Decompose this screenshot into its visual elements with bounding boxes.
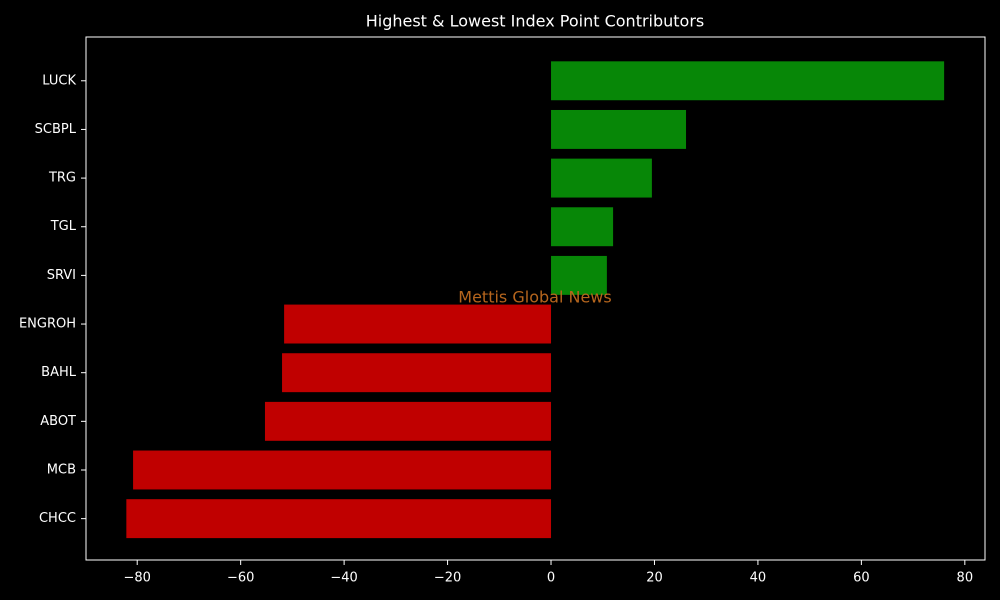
- y-tick-label: CHCC: [39, 511, 76, 526]
- bar: [126, 499, 552, 539]
- x-tick-label: −20: [434, 571, 461, 586]
- chart-title: Highest & Lowest Index Point Contributor…: [366, 12, 705, 31]
- x-tick-label: 40: [750, 571, 767, 586]
- bar: [551, 207, 614, 247]
- x-tick-label: −40: [330, 571, 357, 586]
- x-tick-label: −80: [123, 571, 150, 586]
- bar: [551, 109, 687, 149]
- y-tick-label: TRG: [48, 171, 76, 186]
- bar: [133, 450, 552, 490]
- y-tick-label: SRVI: [47, 268, 76, 283]
- plot-frame: [85, 36, 986, 561]
- x-tick-label: 60: [853, 571, 870, 586]
- bar: [551, 255, 607, 295]
- bar: [551, 61, 945, 101]
- bar: [282, 353, 552, 393]
- y-tick-label: ABOT: [40, 414, 76, 429]
- x-tick-label: 80: [957, 571, 974, 586]
- watermark: Mettis Global News: [458, 288, 611, 307]
- y-tick-label: MCB: [47, 462, 76, 477]
- x-tick-label: 20: [646, 571, 663, 586]
- y-tick-label: TGL: [50, 219, 77, 234]
- bar: [551, 158, 652, 198]
- y-tick-label: SCBPL: [35, 122, 77, 137]
- y-tick-label: LUCK: [42, 73, 76, 88]
- y-tick-label: ENGROH: [19, 317, 76, 332]
- bar: [284, 304, 552, 344]
- x-tick-label: −60: [227, 571, 254, 586]
- y-tick-label: BAHL: [41, 365, 77, 380]
- bar: [264, 401, 552, 441]
- x-tick-label: 0: [547, 571, 555, 586]
